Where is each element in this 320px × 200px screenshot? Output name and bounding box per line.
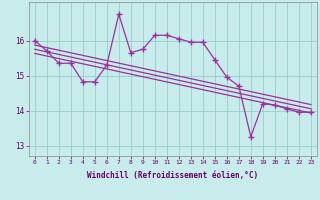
X-axis label: Windchill (Refroidissement éolien,°C): Windchill (Refroidissement éolien,°C) bbox=[87, 171, 258, 180]
